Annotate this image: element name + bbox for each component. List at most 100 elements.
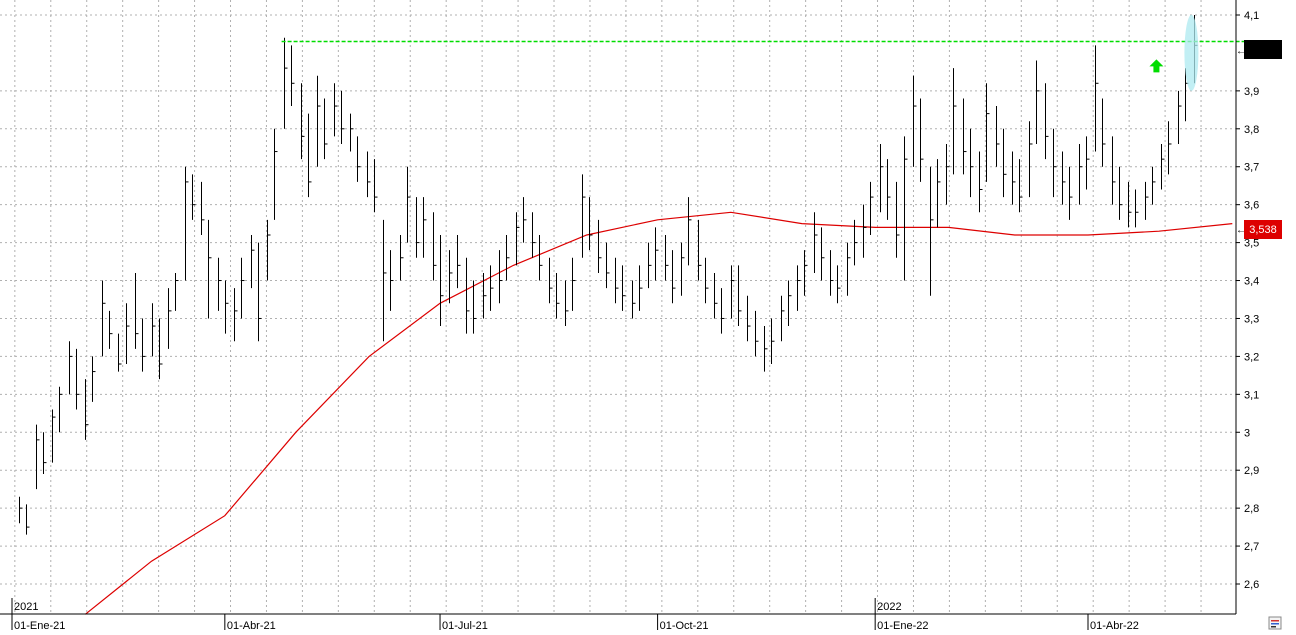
ohlc-bar bbox=[937, 159, 941, 228]
ohlc-bar bbox=[589, 197, 593, 251]
ohlc-bar bbox=[267, 219, 271, 281]
y-tick-label: 3,1 bbox=[1244, 389, 1259, 401]
ohlc-bar bbox=[788, 280, 792, 327]
ohlc-bar bbox=[175, 272, 179, 311]
ohlc-bar bbox=[1112, 136, 1116, 205]
ohlc-bar bbox=[523, 197, 527, 243]
ohlc-bar bbox=[142, 318, 146, 372]
ohlc-bar bbox=[797, 265, 801, 311]
ohlc-bar bbox=[532, 212, 536, 258]
y-tick-label: 3,3 bbox=[1244, 313, 1259, 325]
ohlc-bar bbox=[185, 166, 189, 281]
ohlc-bar bbox=[208, 219, 212, 319]
ohlc-bar bbox=[407, 166, 411, 243]
ohlc-bar bbox=[251, 235, 255, 289]
last-price-label: 3,538 bbox=[1249, 224, 1277, 236]
ohlc-bar bbox=[168, 288, 172, 349]
ohlc-bar bbox=[1053, 128, 1057, 198]
ohlc-bar bbox=[383, 219, 387, 342]
moving-average-line bbox=[84, 211, 1233, 615]
ohlc-bar bbox=[367, 151, 371, 198]
y-axis-ticks: 4,1 3,9 3,8 3,7 3,6 3,5 3,4 3,3 3,2 3,1 3 2,9 2,8 2,7… bbox=[1236, 10, 1259, 591]
ohlc-bar bbox=[1045, 83, 1049, 160]
y-tick-label: 3,5 bbox=[1244, 238, 1259, 250]
ohlc-bar bbox=[814, 212, 818, 273]
ohlc-bar bbox=[863, 204, 867, 258]
ohlc-bar bbox=[870, 181, 874, 236]
ohlc-bar bbox=[152, 303, 156, 357]
ohlc-bar bbox=[738, 265, 742, 327]
ohlc-bar bbox=[1069, 166, 1073, 220]
settings-icon[interactable] bbox=[1268, 616, 1282, 630]
ohlc-bar bbox=[698, 219, 702, 281]
ohlc-bar bbox=[688, 197, 692, 266]
ohlc-bar bbox=[357, 136, 361, 182]
ohlc-bar bbox=[1168, 121, 1172, 175]
ohlc-bar bbox=[920, 98, 924, 182]
ohlc-bar bbox=[622, 265, 626, 311]
ohlc-bar bbox=[490, 265, 494, 311]
ohlc-bar bbox=[721, 288, 725, 334]
x-tick-label: 01-Abr-21 bbox=[227, 620, 276, 632]
ohlc-bar bbox=[705, 257, 709, 304]
ohlc-bar bbox=[539, 235, 543, 281]
x-axis-ticks: 01-Ene-21 01-Abr-21 01-Jul-21 01-Oct-21 01-E… bbox=[11, 598, 1139, 632]
ohlc-bar bbox=[92, 356, 96, 402]
x-tick-label: 01-Oct-21 bbox=[660, 620, 709, 632]
ohlc-bar bbox=[755, 310, 759, 357]
ohlc-bar bbox=[904, 136, 908, 281]
ohlc-bar bbox=[1086, 136, 1090, 190]
ohlc-bar bbox=[109, 310, 113, 349]
ohlc-bar bbox=[986, 83, 990, 182]
ohlc-bar bbox=[565, 280, 569, 327]
ohlc-bar bbox=[930, 166, 934, 296]
current-price-pointer: ← bbox=[1236, 46, 1246, 57]
ohlc-bar bbox=[1161, 143, 1165, 190]
ohlc-bar bbox=[1036, 60, 1040, 144]
ohlc-bar bbox=[400, 235, 404, 281]
y-tick-label: 4,1 bbox=[1244, 10, 1259, 22]
ohlc-bar bbox=[36, 424, 40, 490]
ohlc-bar bbox=[218, 257, 222, 311]
ohlc-bar bbox=[499, 250, 503, 304]
ohlc-bar bbox=[979, 151, 983, 213]
price-tags: 3,538 ← ← bbox=[1236, 40, 1282, 239]
ohlc-bar bbox=[416, 197, 420, 258]
y-tick-label: 3 bbox=[1244, 427, 1250, 439]
ohlc-bar bbox=[1095, 45, 1099, 152]
ohlc-bar bbox=[913, 75, 917, 167]
ohlc-bar bbox=[821, 227, 825, 281]
ohlc-bar bbox=[963, 98, 967, 175]
ohlc-bar bbox=[598, 219, 602, 273]
ohlc-bar bbox=[1062, 151, 1066, 205]
ohlc-bar bbox=[1135, 189, 1139, 228]
ohlc-bar bbox=[996, 106, 1000, 167]
ohlc-bar bbox=[1119, 166, 1123, 220]
ohlc-bar bbox=[234, 288, 238, 342]
ohlc-bar bbox=[655, 227, 659, 281]
x-tick-label: 01-Ene-22 bbox=[877, 620, 928, 632]
last-price-tag bbox=[1244, 220, 1282, 239]
ohlc-bar bbox=[714, 272, 718, 319]
grid-lines bbox=[0, 0, 1236, 614]
x-tick-label: 01-Abr-22 bbox=[1090, 620, 1139, 632]
ohlc-bar bbox=[225, 280, 229, 334]
ohlc-bar bbox=[102, 280, 106, 357]
ohlc-bar bbox=[681, 242, 685, 296]
ohlc-bar bbox=[572, 257, 576, 311]
ohlc-bar bbox=[1079, 143, 1083, 205]
ohlc-bar bbox=[341, 90, 345, 144]
ohlc-bar bbox=[350, 113, 354, 152]
current-price-tag bbox=[1244, 40, 1282, 59]
ohlc-bar bbox=[648, 242, 652, 289]
ohlc-bar bbox=[764, 326, 768, 372]
ohlc-bar bbox=[317, 75, 321, 167]
ohlc-bar bbox=[665, 235, 669, 281]
x-tick-label: 01-Jul-21 bbox=[442, 620, 488, 632]
ohlc-bar bbox=[135, 272, 139, 349]
ohlc-bar bbox=[970, 128, 974, 198]
ohlc-bar bbox=[192, 174, 196, 220]
ohlc-bars bbox=[19, 15, 1198, 535]
